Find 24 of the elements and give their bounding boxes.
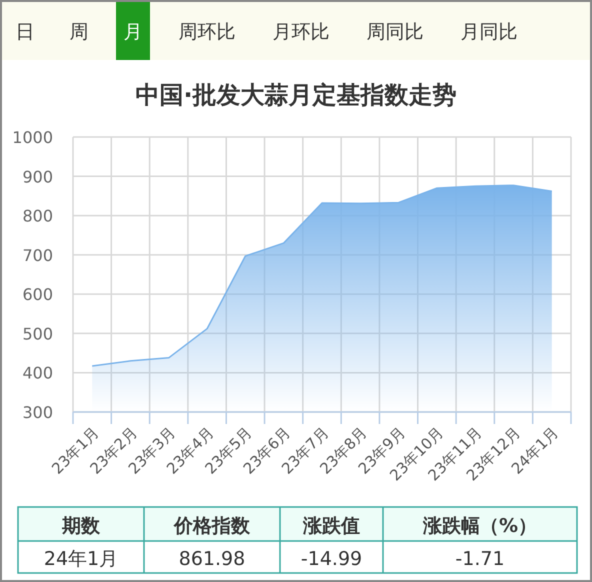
y-tick-label: 900 <box>22 167 53 186</box>
text: 月 <box>124 21 142 43</box>
text: 861.98 <box>178 548 246 570</box>
text: -14.99 <box>300 548 362 570</box>
text: 月环比 <box>272 21 330 43</box>
text: 周同比 <box>366 21 424 43</box>
text: 周环比 <box>178 21 236 43</box>
text: -1.71 <box>455 548 505 570</box>
y-tick-label: 300 <box>22 403 53 422</box>
chart-title: 中国·批发大蒜月定基指数走势 <box>135 81 457 109</box>
y-tick-label: 800 <box>22 206 53 226</box>
text: 涨跌值 <box>302 515 360 537</box>
text: 价格指数 <box>173 515 251 537</box>
y-tick-label: 500 <box>22 324 53 344</box>
text: 期数 <box>61 515 101 537</box>
y-tick-label: 600 <box>22 285 53 304</box>
text: 涨跌幅（%） <box>422 515 538 537</box>
text: 周 <box>70 21 88 43</box>
y-tick-label: 700 <box>22 246 53 265</box>
text: 月同比 <box>460 21 518 43</box>
text: 24年1月 <box>44 548 118 570</box>
y-tick-label: 1000 <box>12 128 53 147</box>
text: 日 <box>16 21 34 43</box>
y-tick-label: 400 <box>22 364 53 383</box>
